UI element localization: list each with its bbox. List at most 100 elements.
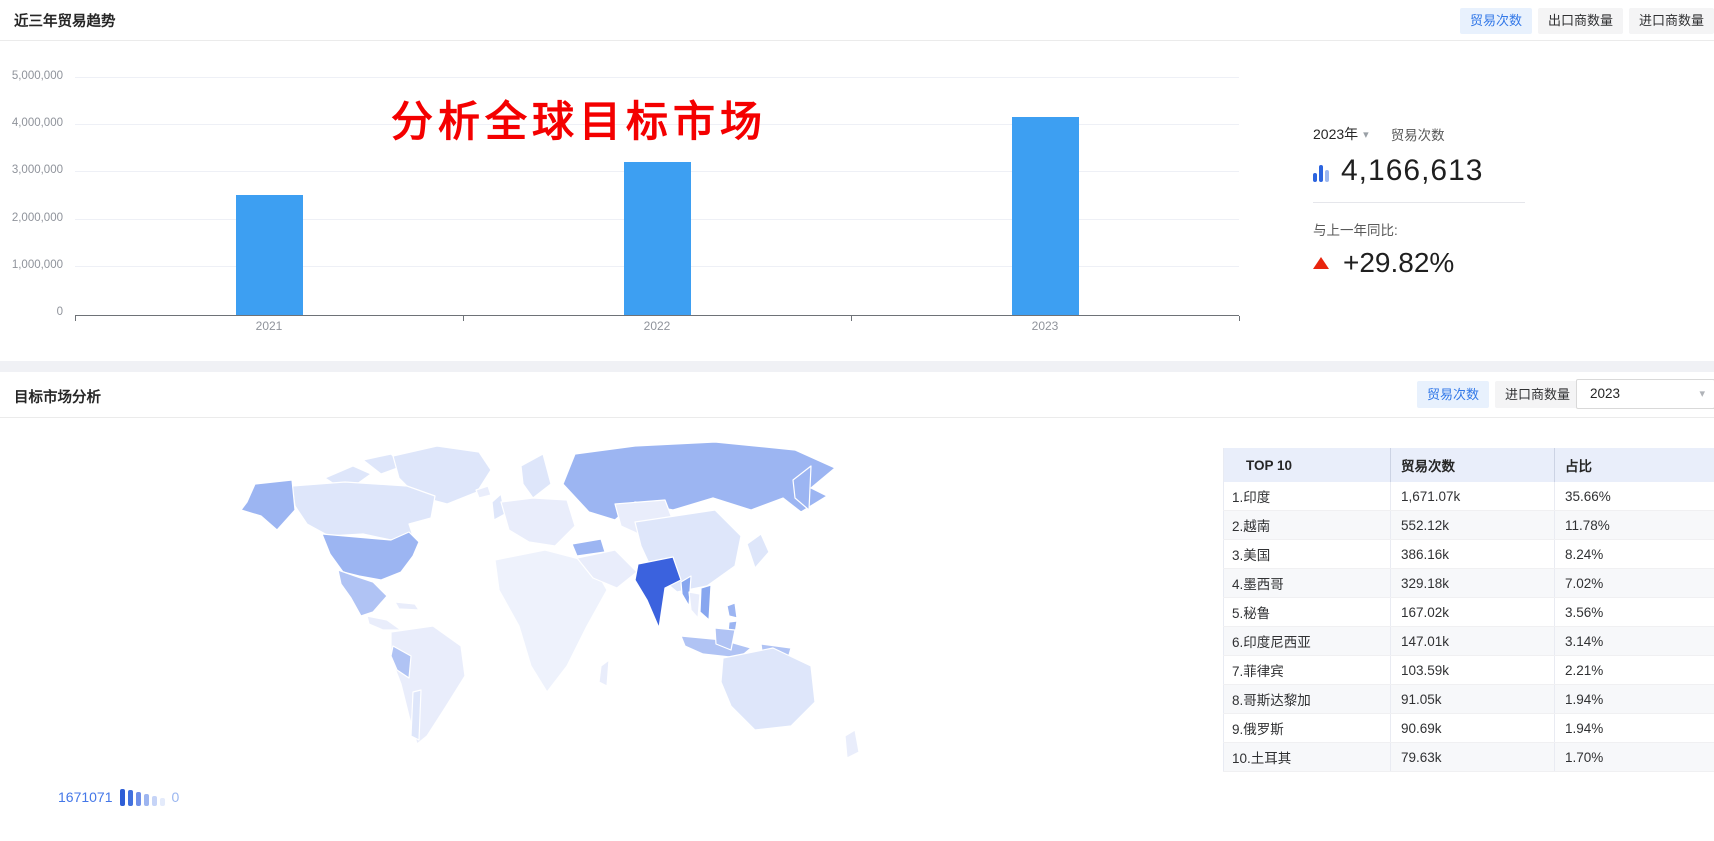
x-axis-label: 2023 (1031, 319, 1059, 333)
country-alaska[interactable] (240, 479, 296, 531)
table-row: 5.秘鲁 167.02k 3.56% (1223, 597, 1714, 627)
col-header-trade-count: 贸易次数 (1390, 448, 1555, 482)
x-axis-tick (1239, 316, 1240, 321)
country-middle-east[interactable] (576, 549, 638, 589)
market-metric-toggle-group: 贸易次数 进口商数量 (1417, 381, 1581, 408)
cell-country: 7.菲律宾 (1223, 655, 1391, 685)
cell-share: 8.24% (1554, 539, 1714, 569)
country-india[interactable] (634, 556, 682, 629)
col-header-top10: TOP 10 (1223, 448, 1391, 482)
bar-2022[interactable] (623, 162, 691, 315)
country-iceland[interactable] (475, 485, 492, 499)
bar-chart-icon (1313, 165, 1329, 182)
country-peru[interactable] (390, 645, 412, 679)
trend-header-divider (0, 40, 1714, 41)
country-japan[interactable] (746, 533, 770, 569)
trend-toggle-exporter-count[interactable]: 出口商数量 (1537, 8, 1623, 34)
legend-min-value: 0 (171, 789, 180, 805)
trend-toggle-trade-count[interactable]: 贸易次数 (1459, 8, 1532, 34)
cell-country: 1.印度 (1223, 482, 1391, 511)
cell-trade-count: 91.05k (1390, 684, 1555, 714)
trend-toggle-importer-count[interactable]: 进口商数量 (1628, 8, 1714, 34)
x-axis-label: 2021 (255, 319, 283, 333)
trend-metric-toggle-group: 贸易次数 出口商数量 进口商数量 (1459, 8, 1714, 34)
cell-trade-count: 552.12k (1390, 510, 1555, 540)
country-bangladesh-myanmar[interactable] (680, 575, 692, 607)
y-axis-tick-label: 4,000,000 (11, 117, 63, 129)
gridline (75, 77, 1239, 78)
cell-country: 6.印度尼西亚 (1223, 626, 1391, 656)
cell-share: 2.21% (1554, 655, 1714, 685)
country-scandinavia[interactable] (520, 453, 552, 499)
y-axis-tick-label: 0 (56, 306, 63, 318)
country-europe[interactable] (500, 497, 576, 547)
country-africa[interactable] (494, 549, 608, 693)
cell-trade-count: 79.63k (1390, 742, 1555, 772)
cell-country: 5.秘鲁 (1223, 597, 1391, 627)
legend-gradient-bars (119, 788, 165, 806)
world-choropleth-map (240, 441, 860, 759)
table-row: 3.美国 386.16k 8.24% (1223, 539, 1714, 569)
country-canada[interactable] (291, 481, 436, 541)
stats-panel: 2023年 ▾ 贸易次数 4,166,613 与上一年同比: +29.82% (1313, 112, 1573, 277)
col-header-share: 占比 (1554, 448, 1714, 482)
x-axis-label: 2022 (643, 319, 671, 333)
bar-2021[interactable] (235, 195, 303, 315)
market-toggle-importer-count[interactable]: 进口商数量 (1495, 381, 1581, 408)
legend-max-value: 1671071 (58, 789, 113, 805)
y-axis-tick-label: 5,000,000 (11, 70, 63, 82)
bar-2023[interactable] (1011, 117, 1079, 315)
country-philippines[interactable] (726, 602, 738, 635)
up-triangle-icon (1313, 257, 1329, 269)
yoy-value: +29.82% (1343, 247, 1455, 278)
trend-section-title: 近三年贸易趋势 (14, 14, 116, 30)
year-select[interactable]: 2023 ▾ (1576, 379, 1714, 409)
country-kamchatka[interactable] (792, 465, 812, 511)
country-south-america[interactable] (390, 625, 466, 745)
country-madagascar[interactable] (598, 659, 610, 687)
cell-trade-count: 90.69k (1390, 713, 1555, 743)
cell-share: 1.94% (1554, 713, 1714, 743)
country-borneo[interactable] (714, 627, 736, 651)
country-thailand[interactable] (688, 591, 701, 619)
cell-country: 9.俄罗斯 (1223, 713, 1391, 743)
x-axis-tick (463, 316, 464, 321)
x-axis-tick (75, 316, 76, 321)
country-usa[interactable] (321, 531, 420, 581)
overlay-annotation: 分析全球目标市场 (391, 100, 768, 146)
stats-year-dropdown[interactable]: 2023年 (1313, 126, 1359, 142)
year-select-value: 2023 (1590, 386, 1621, 401)
cell-country: 2.越南 (1223, 510, 1391, 540)
y-axis-tick-label: 3,000,000 (11, 164, 63, 176)
cell-share: 1.94% (1554, 684, 1714, 714)
table-row: 8.哥斯达黎加 91.05k 1.94% (1223, 684, 1714, 714)
stats-divider (1313, 202, 1525, 203)
chevron-down-icon[interactable]: ▾ (1363, 128, 1369, 141)
country-arctic-islands[interactable] (324, 453, 404, 487)
cell-trade-count: 103.59k (1390, 655, 1555, 685)
country-new-zealand[interactable] (844, 729, 860, 759)
table-row: 9.俄罗斯 90.69k 1.94% (1223, 713, 1714, 743)
country-caribbean[interactable] (394, 601, 420, 611)
stats-value: 4,166,613 (1341, 154, 1484, 187)
market-section-title: 目标市场分析 (14, 390, 101, 406)
country-chile[interactable] (410, 689, 422, 741)
country-mexico[interactable] (337, 569, 388, 617)
cell-trade-count: 167.02k (1390, 597, 1555, 627)
section-separator (0, 361, 1714, 372)
country-vietnam[interactable] (699, 584, 712, 621)
cell-country: 10.土耳其 (1223, 742, 1391, 772)
table-row: 2.越南 552.12k 11.78% (1223, 510, 1714, 540)
country-central-america[interactable] (366, 615, 402, 631)
cell-country: 3.美国 (1223, 539, 1391, 569)
top10-table: TOP 10 贸易次数 占比 1.印度 1,671.07k 35.66% 2.越南 55… (1223, 448, 1714, 772)
map-legend: 1671071 0 (58, 786, 179, 806)
market-toggle-trade-count[interactable]: 贸易次数 (1417, 381, 1490, 408)
yoy-label: 与上一年同比: (1313, 223, 1398, 238)
country-australia[interactable] (720, 647, 816, 731)
cell-trade-count: 329.18k (1390, 568, 1555, 598)
y-axis-tick-label: 2,000,000 (11, 212, 63, 224)
table-row: 10.土耳其 79.63k 1.70% (1223, 742, 1714, 772)
